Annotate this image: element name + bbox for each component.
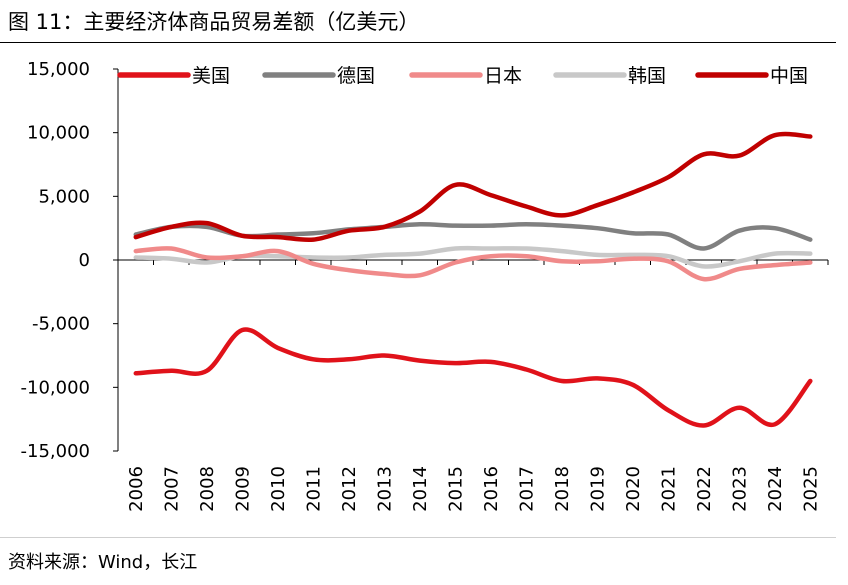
source-divider: [0, 537, 836, 538]
legend-label: 日本: [484, 65, 522, 87]
x-tick-label: 2021: [658, 466, 679, 512]
legend-label: 中国: [770, 65, 808, 87]
chart-axes: -15,000 -10,000 -5,000 0 5,000 10,000 15,000 20…: [21, 59, 829, 512]
series-line-1: [133, 327, 813, 428]
legend-label: 德国: [337, 65, 375, 87]
figure-title: 图 11：主要经济体商品贸易差额（亿美元）: [8, 10, 420, 34]
x-tick-label: 2013: [374, 466, 395, 512]
x-tick-label: 2025: [800, 466, 821, 512]
x-tick-label: 2012: [339, 466, 360, 512]
y-tick-label: 10,000: [27, 123, 90, 144]
legend: 美国 德国 日本 韩国 中国: [117, 65, 808, 87]
series-line-3: [133, 246, 813, 282]
x-tick-label: 2016: [481, 466, 502, 512]
y-tick-label: 0: [79, 250, 90, 271]
legend-label: 美国: [192, 65, 230, 87]
y-tick-label: 5,000: [38, 186, 90, 207]
x-tick-label: 2023: [729, 466, 750, 512]
x-tick-label: 2017: [516, 466, 537, 512]
x-tick-label: 2018: [552, 466, 573, 512]
y-tick-label: -15,000: [21, 441, 90, 462]
y-tick-label: -5,000: [32, 314, 90, 335]
x-tick-label: 2007: [161, 466, 182, 512]
x-tick-label: 2015: [445, 466, 466, 512]
x-tick-label: 2024: [765, 466, 786, 512]
x-tick-label: 2006: [126, 466, 147, 512]
x-tick-label: 2019: [587, 466, 608, 512]
source-note: 资料来源：Wind，长江: [8, 552, 198, 573]
x-tick-label: 2009: [232, 466, 253, 512]
series-layer: [133, 131, 813, 428]
series-line-5: [133, 131, 813, 243]
x-tick-label: 2008: [197, 466, 218, 512]
x-tick-label: 2020: [623, 466, 644, 512]
legend-label: 韩国: [628, 65, 666, 87]
trade-balance-chart: -15,000 -10,000 -5,000 0 5,000 10,000 15,000 20…: [21, 59, 829, 512]
y-tick-label: 15,000: [27, 59, 90, 80]
title-divider: [0, 42, 836, 43]
x-tick-label: 2010: [268, 466, 289, 512]
x-tick-label: 2011: [303, 466, 324, 512]
x-tick-label: 2022: [694, 466, 715, 512]
x-tick-label: 2014: [410, 466, 431, 512]
y-tick-label: -10,000: [21, 377, 90, 398]
